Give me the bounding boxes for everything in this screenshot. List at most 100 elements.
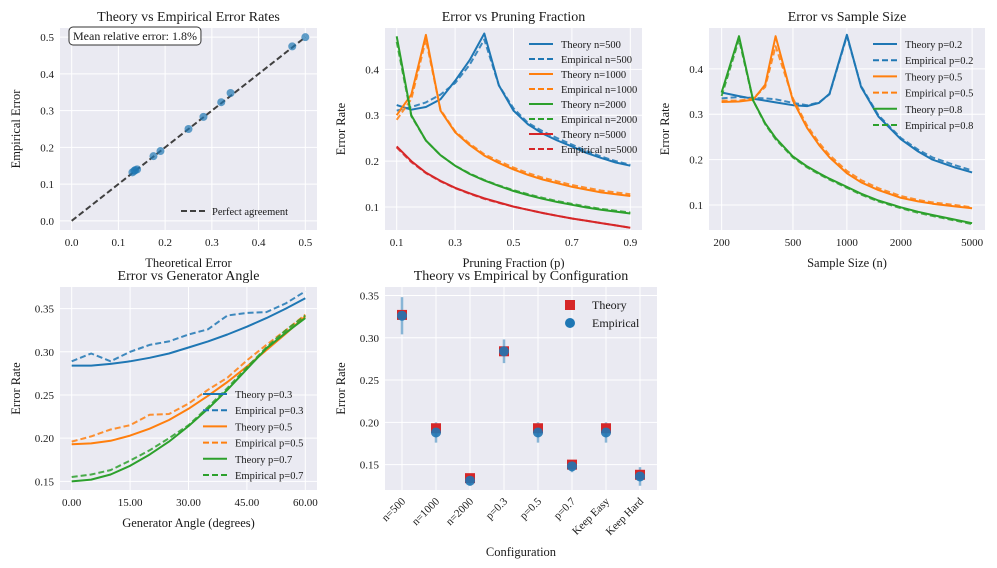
panel-error-vs-sample-size: Error vs Sample Size Sample Size (n) Error…: [658, 10, 985, 270]
x-axis-label: Configuration: [486, 545, 557, 559]
chart-title: Error vs Generator Angle: [118, 269, 260, 284]
legend-label-theory-p-0-5: Theory p=0.5: [235, 422, 292, 433]
x-tick-label: 15.00: [118, 497, 143, 509]
series-line-theory-p-0-3: [71, 297, 306, 367]
y-tick-label: 0.2: [40, 142, 54, 154]
annotation-text: Mean relative error: 1.8%: [73, 29, 197, 43]
x-tick-label: 5000: [961, 237, 984, 249]
y-tick-label: 0.30: [360, 333, 380, 345]
series-line-theory-n-500: [396, 32, 631, 167]
series-line-empirical-n-1000: [395, 38, 631, 196]
x-tick-label: 0.5: [507, 237, 521, 249]
panel-theory-vs-empirical-error-rates: Theory vs Empirical Error Rates Theoretic…: [9, 10, 317, 270]
x-axis-label: Pruning Fraction (p): [462, 256, 564, 270]
x-tick-label: 60.00: [293, 497, 318, 509]
legend-label-empirical-n-5000: Empirical n=5000: [561, 145, 637, 156]
empirical-marker: [499, 346, 509, 357]
data-point: [301, 33, 310, 42]
series-line-empirical-p-0-3: [71, 290, 306, 363]
chart-title: Theory vs Empirical Error Rates: [97, 10, 280, 25]
legend-label-theory: Theory: [592, 298, 627, 312]
legend-label-empirical-p-0-5: Empirical p=0.5: [235, 439, 303, 450]
data-point: [199, 112, 208, 121]
y-tick-label: 0.1: [365, 202, 379, 214]
legend-label-theory-p-0-7: Theory p=0.7: [235, 455, 292, 466]
y-tick-label: 0.3: [365, 110, 379, 122]
empirical-marker: [397, 310, 407, 321]
data-layer: [395, 32, 631, 229]
x-tick-label: p=0.7: [552, 495, 579, 522]
legend-label-theory-n-2000: Theory n=2000: [561, 100, 626, 111]
y-axis-label: Error Rate: [658, 102, 672, 155]
legend-label-empirical-p-0-2: Empirical p=0.2: [905, 56, 973, 67]
y-tick-label: 0.3: [689, 109, 703, 121]
y-tick-label: 0.20: [35, 433, 55, 445]
y-tick-label: 0.30: [35, 347, 55, 359]
x-axis-label: Generator Angle (degrees): [122, 516, 255, 530]
x-tick-label: Keep Hard: [604, 495, 647, 538]
legend: Theory p=0.2 Empirical p=0.2 Theory p=0.5 E…: [873, 40, 973, 132]
legend-label-empirical-p-0-5: Empirical p=0.5: [905, 89, 973, 100]
y-tick-label: 0.35: [360, 290, 380, 302]
legend-label-empirical-n-2000: Empirical n=2000: [561, 115, 637, 126]
x-tick-label: 30.00: [176, 497, 201, 509]
y-tick-label: 0.4: [689, 64, 703, 76]
data-point: [156, 147, 165, 156]
y-tick-label: 0.25: [35, 390, 55, 402]
chart-title: Theory vs Empirical by Configuration: [414, 269, 629, 284]
empirical-marker: [601, 427, 611, 438]
x-tick-label: 200: [713, 237, 730, 249]
y-tick-label: 0.2: [689, 155, 703, 167]
y-tick-label: 0.4: [40, 69, 54, 81]
data-point: [288, 42, 297, 51]
legend-label-perfect-agreement: Perfect agreement: [212, 207, 288, 218]
legend-label-theory-n-5000: Theory n=5000: [561, 130, 626, 141]
empirical-marker: [567, 461, 577, 472]
data-layer: [71, 290, 306, 483]
series-line-empirical-p-0-5: [71, 313, 306, 443]
y-tick-label: 0.4: [365, 64, 379, 76]
annotation-box: [68, 26, 202, 46]
x-tick-label: n=2000: [444, 495, 477, 528]
x-tick-label: 0.3: [448, 237, 462, 249]
legend: Theory Empirical: [565, 298, 640, 330]
legend-label-empirical-n-500: Empirical n=500: [561, 55, 632, 66]
data-layer: [397, 297, 645, 486]
y-axis-label: Error Rate: [334, 102, 348, 155]
data-point: [226, 89, 235, 98]
legend-label-empirical-n-1000: Empirical n=1000: [561, 85, 637, 96]
x-tick-label: 500: [785, 237, 802, 249]
series-line-theory-p-0-5: [71, 315, 306, 446]
data-layer: [71, 33, 310, 222]
chart-title: Error vs Pruning Fraction: [442, 10, 585, 25]
panel-theory-vs-empirical-by-configuration: Theory vs Empirical by Configuration Conf…: [334, 269, 657, 559]
series-line-empirical-p-0-2: [721, 35, 973, 172]
y-tick-label: 0.15: [35, 476, 55, 488]
data-point: [217, 98, 226, 107]
legend-label-empirical-p-0-3: Empirical p=0.3: [235, 406, 303, 417]
x-tick-label: 0.2: [158, 237, 172, 249]
data-point: [184, 125, 193, 133]
series-line-empirical-n-500: [396, 38, 631, 166]
data-point: [149, 152, 158, 161]
x-tick-label: 0.9: [623, 237, 637, 249]
chart-title: Error vs Sample Size: [788, 10, 907, 25]
y-axis-label: Error Rate: [334, 362, 348, 415]
y-tick-label: 0.1: [689, 200, 703, 212]
x-tick-label: 0.5: [298, 237, 312, 249]
y-tick-label: 0.2: [365, 156, 379, 168]
legend: Perfect agreement: [181, 207, 288, 218]
legend-label-theory-p-0-3: Theory p=0.3: [235, 390, 292, 401]
data-layer: [720, 33, 973, 226]
empirical-marker: [533, 427, 543, 438]
series-line-empirical-p-0-5: [721, 45, 973, 209]
plot-background: [385, 287, 657, 490]
legend-label-theory-p-0-2: Theory p=0.2: [905, 40, 962, 51]
x-axis-label: Theoretical Error: [145, 256, 232, 270]
panel-error-vs-pruning-fraction: Error vs Pruning Fraction Pruning Fractio…: [334, 10, 642, 270]
panel-error-vs-generator-angle: Error vs Generator Angle Generator Angle …: [9, 269, 318, 530]
legend-label-theory-n-500: Theory n=500: [561, 40, 621, 51]
x-tick-label: 0.7: [565, 237, 579, 249]
y-axis-label: Error Rate: [9, 362, 23, 415]
